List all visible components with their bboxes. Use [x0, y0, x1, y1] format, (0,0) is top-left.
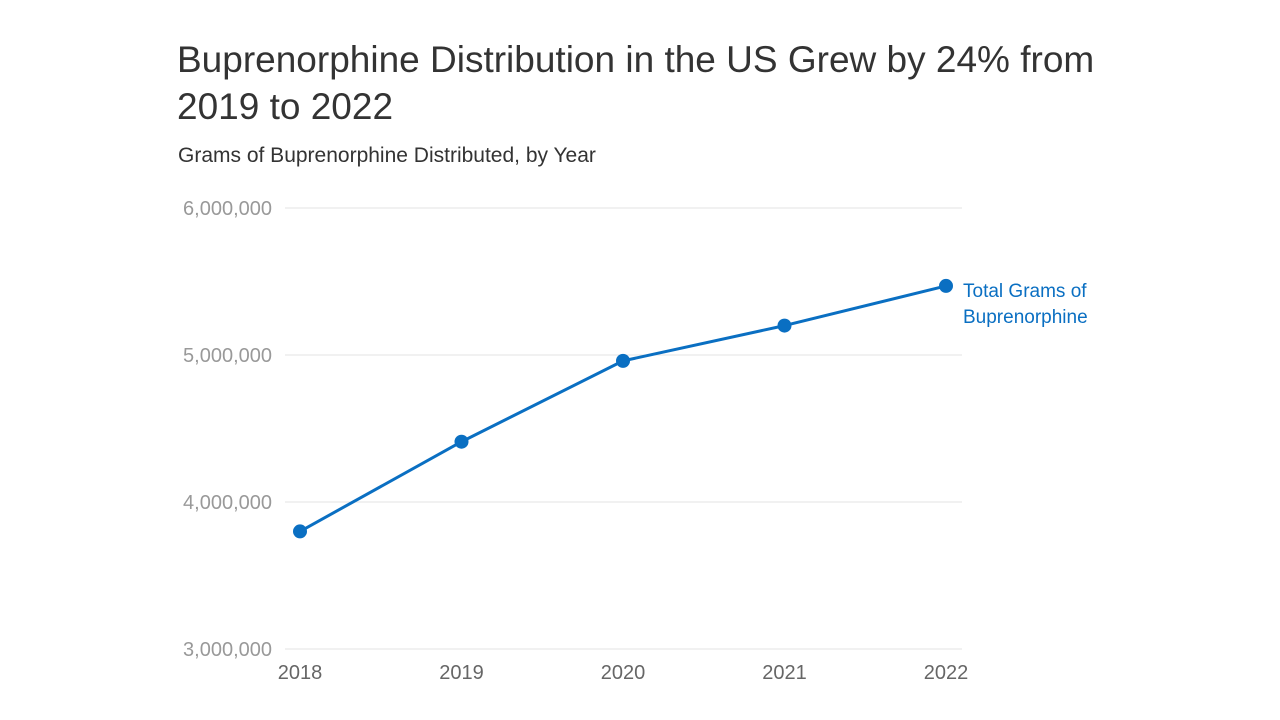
data-point [939, 278, 953, 293]
x-tick-label: 2020 [601, 662, 646, 684]
y-tick-label: 5,000,000 [183, 345, 272, 367]
series-line [298, 284, 948, 533]
gridlines [285, 207, 962, 650]
y-axis-ticks: 3,000,000 4,000,000 5,000,000 6,000,000 [183, 198, 272, 661]
data-point [777, 318, 792, 333]
x-tick-label: 2018 [278, 662, 323, 684]
series-label-line: Buprenorphine [963, 307, 1088, 328]
series-direct-label: Total Grams of Buprenorphine [963, 281, 1088, 328]
chart-title: Buprenorphine Distribution in the US Gre… [177, 39, 1095, 127]
x-tick-label: 2022 [924, 662, 969, 684]
y-tick-label: 3,000,000 [183, 639, 272, 661]
series-label-line: Total Grams of [963, 281, 1087, 302]
x-tick-label: 2019 [439, 662, 484, 684]
series-total-grams [293, 278, 953, 539]
y-tick-label: 6,000,000 [183, 198, 272, 220]
x-tick-label: 2021 [762, 662, 807, 684]
y-tick-label: 4,000,000 [183, 492, 272, 514]
data-point [616, 353, 630, 368]
chart-subtitle: Grams of Buprenorphine Distributed, by Y… [178, 144, 596, 167]
data-point [293, 524, 307, 539]
x-axis-ticks: 2018 2019 2020 2021 2022 [278, 662, 969, 684]
data-point [454, 434, 469, 449]
